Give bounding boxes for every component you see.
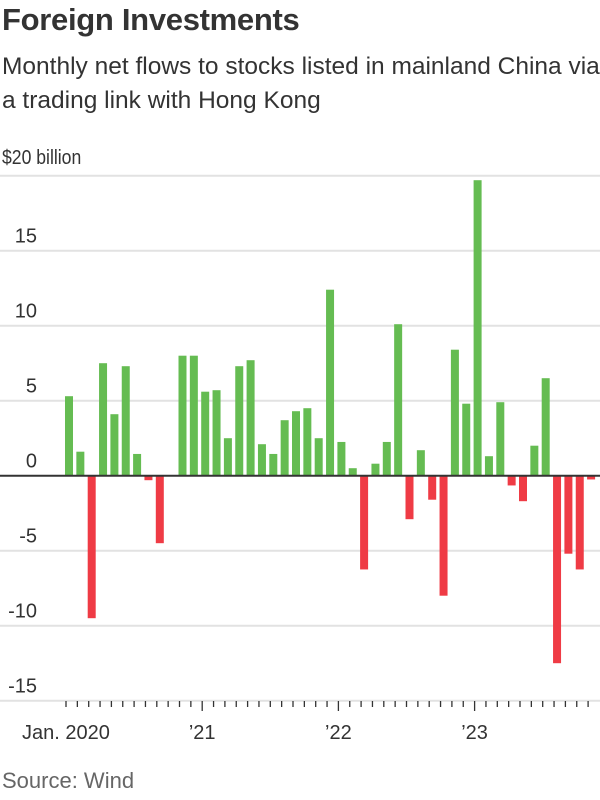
bar-2021-05 <box>246 360 255 476</box>
y-tick-label: 0 <box>26 451 37 473</box>
bar-2020-04 <box>99 363 108 476</box>
y-tick-label: -5 <box>19 526 37 548</box>
bar-2022-11 <box>450 349 459 476</box>
chart-subtitle: Monthly net flows to stocks listed in ma… <box>2 53 600 114</box>
y-tick-label: 15 <box>15 226 37 248</box>
y-tick-label: 10 <box>15 301 37 323</box>
bar-2022-03 <box>360 475 369 570</box>
bar-2020-01 <box>65 396 73 476</box>
bar-2023-08 <box>553 475 562 664</box>
bar-2022-09 <box>428 475 437 500</box>
x-tick-label: Jan. 2020 <box>22 722 110 744</box>
bar-2020-06 <box>121 366 130 476</box>
bar-2020-05 <box>110 414 119 476</box>
bar-2021-08 <box>280 420 289 476</box>
bar-2022-01 <box>337 441 346 476</box>
y-tick-label: 5 <box>26 376 37 398</box>
y-tick-label: -15 <box>8 676 37 698</box>
bar-2020-08 <box>144 475 153 481</box>
bar-2022-06 <box>394 324 403 476</box>
bar-2021-04 <box>235 366 244 476</box>
x-tick-label: ’23 <box>461 722 488 744</box>
y-axis-unit-label: $20 billion <box>2 147 82 169</box>
y-tick-label: -10 <box>8 601 37 623</box>
bar-2022-02 <box>348 468 357 476</box>
bar-2023-03 <box>496 402 505 476</box>
bar-2022-10 <box>439 475 448 596</box>
bar-2021-01 <box>201 391 210 476</box>
bar-2023-06 <box>530 445 539 476</box>
bar-2023-01 <box>473 180 482 476</box>
bar-2020-03 <box>87 475 96 619</box>
source-note: Source: Wind <box>2 768 135 793</box>
bar-2021-11 <box>314 438 323 476</box>
bar-2020-07 <box>133 453 142 476</box>
bar-2022-07 <box>405 475 414 520</box>
bar-2020-09 <box>155 475 164 544</box>
bar-2022-08 <box>416 450 425 476</box>
bar-2023-04 <box>507 475 516 486</box>
bar-2022-12 <box>462 403 471 476</box>
bar-2022-05 <box>382 441 391 476</box>
bar-2020-12 <box>189 355 198 476</box>
bar-2023-02 <box>484 456 493 476</box>
bar-2023-11 <box>587 475 596 480</box>
bar-2022-04 <box>371 463 380 476</box>
bar-2023-05 <box>519 475 527 502</box>
bar-2021-12 <box>326 289 335 476</box>
bar-2023-10 <box>575 475 584 570</box>
chart-title: Foreign Investments <box>2 2 300 37</box>
bar-2021-10 <box>303 408 312 476</box>
bar-2020-11 <box>178 355 187 476</box>
x-tick-label: ’21 <box>189 722 216 744</box>
bar-2021-06 <box>257 444 266 476</box>
bar-2023-07 <box>541 378 550 476</box>
bar-2023-09 <box>564 475 573 554</box>
bar-2020-02 <box>76 451 85 476</box>
bar-2021-09 <box>292 411 300 476</box>
bar-2021-03 <box>223 438 232 476</box>
bar-2021-02 <box>212 390 221 476</box>
bar-2021-07 <box>269 453 278 476</box>
x-tick-label: ’22 <box>325 722 352 744</box>
